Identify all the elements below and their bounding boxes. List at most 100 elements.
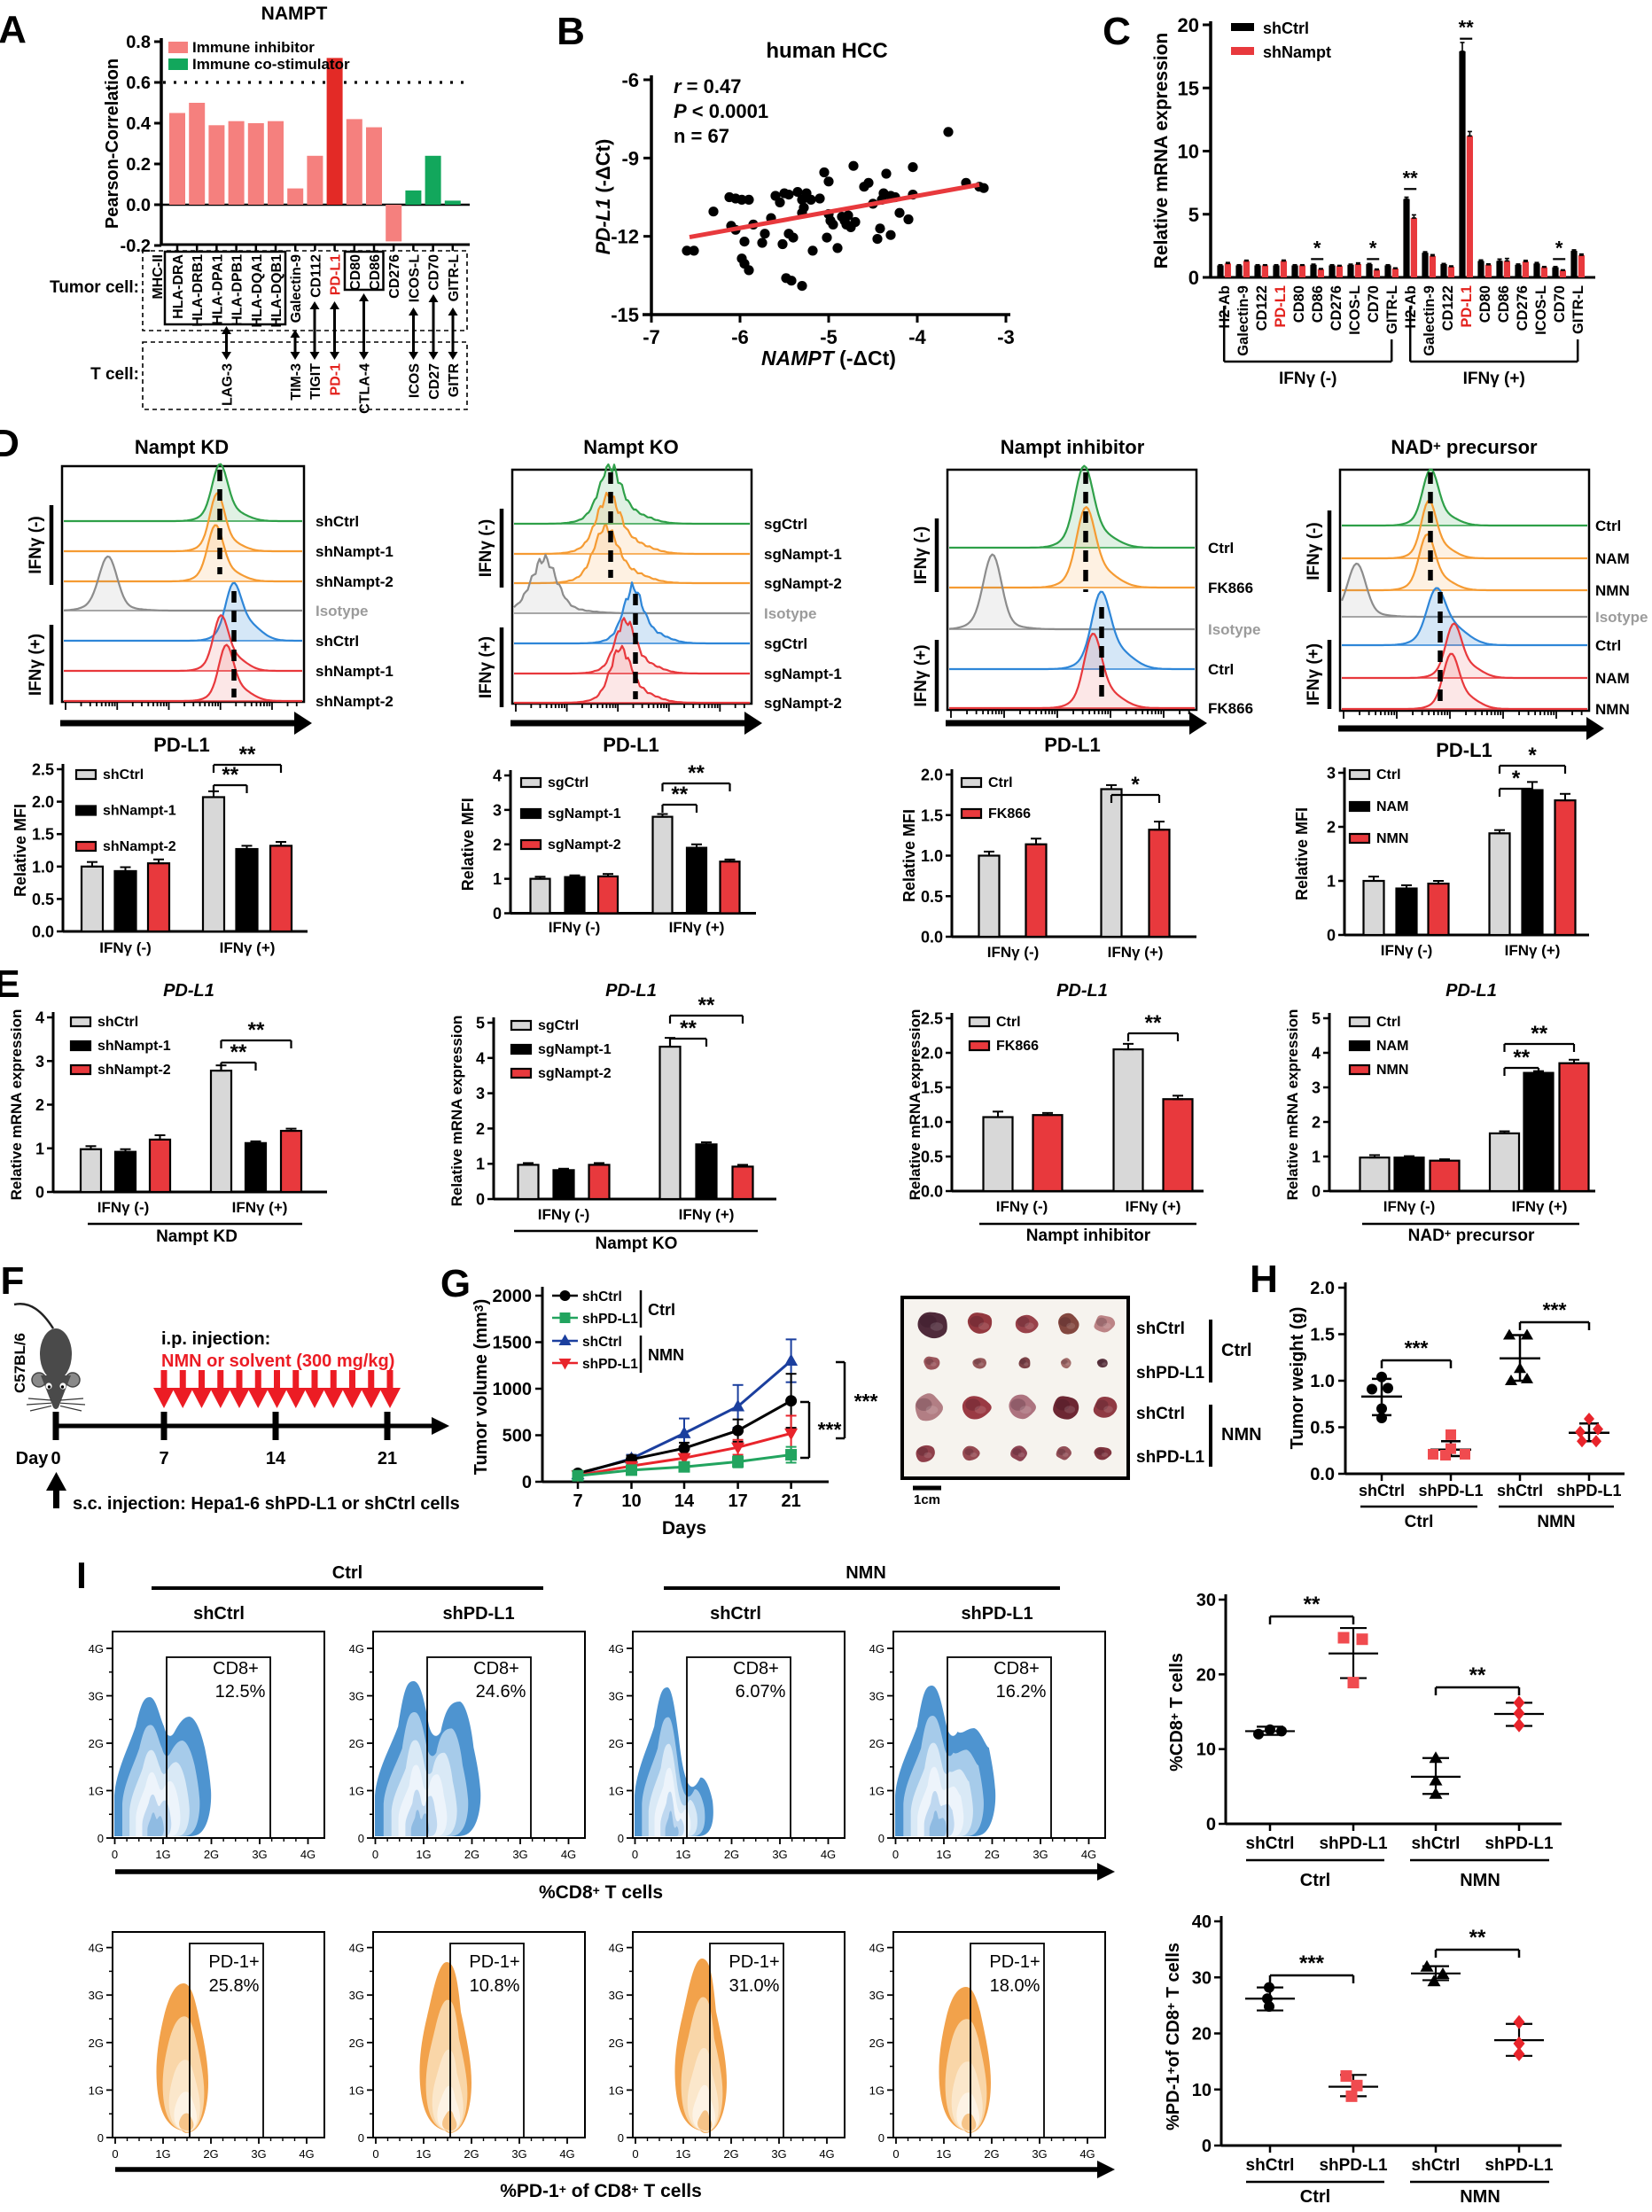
svg-text:2.0: 2.0 <box>921 767 943 784</box>
svg-text:NMN: NMN <box>1376 831 1408 846</box>
svg-text:shNampt-1: shNampt-1 <box>103 804 176 819</box>
svg-text:sgNampt-2: sgNampt-2 <box>764 695 842 712</box>
svg-text:3: 3 <box>476 1085 485 1102</box>
svg-text:IFNγ (-): IFNγ (-) <box>538 1206 590 1223</box>
svg-text:%PD-1+of CD8+ T cells: %PD-1+of CD8+ T cells <box>1164 1943 1183 2130</box>
svg-text:Day: Day <box>16 1449 50 1468</box>
svg-text:PD-L1: PD-L1 <box>1044 734 1101 756</box>
svg-text:shPD-L1: shPD-L1 <box>1556 1482 1621 1499</box>
svg-text:Ctrl: Ctrl <box>1300 2187 1330 2207</box>
svg-text:IFNγ (-): IFNγ (-) <box>97 1199 150 1216</box>
svg-text:shNampt-2: shNampt-2 <box>316 693 394 710</box>
svg-text:1.5: 1.5 <box>32 826 54 844</box>
svg-text:shNampt-2: shNampt-2 <box>103 839 176 854</box>
svg-text:CD27: CD27 <box>427 363 442 400</box>
svg-text:NMN: NMN <box>1537 1513 1575 1531</box>
svg-text:2G: 2G <box>869 2037 884 2050</box>
svg-text:2G: 2G <box>89 2037 104 2050</box>
svg-text:1.5: 1.5 <box>1310 1326 1335 1345</box>
svg-text:0: 0 <box>372 2147 378 2161</box>
svg-text:24.6%: 24.6% <box>476 1682 526 1702</box>
svg-text:0: 0 <box>632 2147 638 2161</box>
svg-text:0: 0 <box>632 1848 638 1861</box>
svg-text:2G: 2G <box>203 2147 218 2161</box>
svg-text:4G: 4G <box>349 1942 364 1955</box>
svg-text:ICOS: ICOS <box>408 363 423 398</box>
svg-text:shNampt-1: shNampt-1 <box>316 543 394 560</box>
svg-text:0: 0 <box>51 1449 60 1468</box>
svg-text:shCtrl: shCtrl <box>582 1335 622 1350</box>
svg-text:1G: 1G <box>936 2147 951 2161</box>
svg-text:1000: 1000 <box>493 1380 533 1399</box>
svg-text:**: ** <box>680 1016 697 1040</box>
svg-text:sgNampt-1: sgNampt-1 <box>764 546 842 563</box>
svg-text:IFNγ (+): IFNγ (+) <box>669 919 725 936</box>
svg-text:**: ** <box>688 761 705 785</box>
svg-text:PD-1+: PD-1+ <box>989 1952 1040 1972</box>
svg-text:-6: -6 <box>731 326 749 348</box>
svg-text:-6: -6 <box>621 69 639 91</box>
svg-text:0.8: 0.8 <box>126 33 151 52</box>
svg-text:Galectin-9: Galectin-9 <box>1235 285 1251 356</box>
svg-text:4G: 4G <box>609 1642 624 1655</box>
svg-text:1: 1 <box>493 870 502 888</box>
svg-text:Galectin-9: Galectin-9 <box>289 254 304 323</box>
svg-text:IFNγ (+): IFNγ (+) <box>679 1206 735 1223</box>
svg-text:Relative MFI: Relative MFI <box>1293 807 1311 900</box>
svg-text:P < 0.0001: P < 0.0001 <box>674 100 768 122</box>
svg-text:Nampt KO: Nampt KO <box>583 436 679 458</box>
svg-text:2G: 2G <box>609 2037 624 2050</box>
svg-text:Ctrl: Ctrl <box>1405 1513 1434 1531</box>
svg-text:Ctrl: Ctrl <box>988 775 1013 791</box>
svg-text:3: 3 <box>1312 1079 1321 1097</box>
svg-text:2: 2 <box>1312 1114 1321 1132</box>
svg-text:5: 5 <box>1188 204 1199 226</box>
svg-text:IFNγ (-): IFNγ (-) <box>1381 942 1433 959</box>
svg-text:shNampt-1: shNampt-1 <box>316 663 394 680</box>
svg-text:shCtrl: shCtrl <box>103 767 144 783</box>
svg-text:4: 4 <box>35 1009 44 1027</box>
svg-text:500: 500 <box>503 1427 532 1446</box>
svg-text:NAM: NAM <box>1376 1039 1408 1054</box>
svg-text:sgNampt-1: sgNampt-1 <box>764 666 842 682</box>
svg-text:GITR: GITR <box>447 363 462 398</box>
svg-text:0: 0 <box>493 905 502 923</box>
svg-text:-3: -3 <box>997 326 1015 348</box>
svg-text:0: 0 <box>358 2131 364 2145</box>
svg-text:CD8+: CD8+ <box>213 1659 259 1678</box>
svg-text:shPD-L1: shPD-L1 <box>1136 1448 1205 1467</box>
svg-text:shCtrl: shCtrl <box>1359 1482 1405 1499</box>
svg-text:7: 7 <box>159 1449 168 1468</box>
svg-text:%CD8+ T cells: %CD8+ T cells <box>539 1882 663 1903</box>
svg-text:3G: 3G <box>251 2147 266 2161</box>
svg-text:**: ** <box>1513 1046 1530 1070</box>
svg-text:-12: -12 <box>611 226 639 248</box>
svg-text:IFNγ (-): IFNγ (-) <box>99 939 152 956</box>
svg-text:HLA-DPA1: HLA-DPA1 <box>210 254 225 325</box>
svg-text:IFNγ (+): IFNγ (+) <box>232 1199 288 1216</box>
svg-text:Days: Days <box>662 1518 706 1538</box>
svg-text:0: 0 <box>476 1191 485 1209</box>
svg-text:sgCtrl: sgCtrl <box>764 635 807 652</box>
svg-text:0.2: 0.2 <box>126 155 151 175</box>
svg-text:4G: 4G <box>1079 2147 1095 2161</box>
svg-text:Ctrl: Ctrl <box>996 1015 1021 1030</box>
svg-text:3: 3 <box>35 1053 44 1071</box>
svg-text:shPD-L1: shPD-L1 <box>1319 2156 1388 2175</box>
svg-text:14: 14 <box>674 1492 695 1511</box>
svg-text:2G: 2G <box>89 1737 104 1750</box>
svg-text:2G: 2G <box>985 1848 1000 1861</box>
svg-text:Tumor volume (mm3): Tumor volume (mm3) <box>471 1299 491 1476</box>
svg-text:NMN: NMN <box>845 1563 886 1583</box>
svg-text:CD122: CD122 <box>1440 285 1456 331</box>
svg-text:0.0: 0.0 <box>126 196 151 215</box>
svg-text:CD80: CD80 <box>1291 285 1307 323</box>
svg-text:TIGIT: TIGIT <box>308 363 323 400</box>
svg-text:**: ** <box>1304 1593 1321 1616</box>
svg-text:HLA-DQB1: HLA-DQB1 <box>269 254 284 328</box>
svg-text:18.0%: 18.0% <box>990 1976 1040 1996</box>
svg-text:21: 21 <box>378 1449 397 1468</box>
svg-text:2: 2 <box>35 1096 44 1114</box>
svg-text:PD-L1: PD-L1 <box>605 981 657 1001</box>
svg-text:1.0: 1.0 <box>32 858 54 876</box>
